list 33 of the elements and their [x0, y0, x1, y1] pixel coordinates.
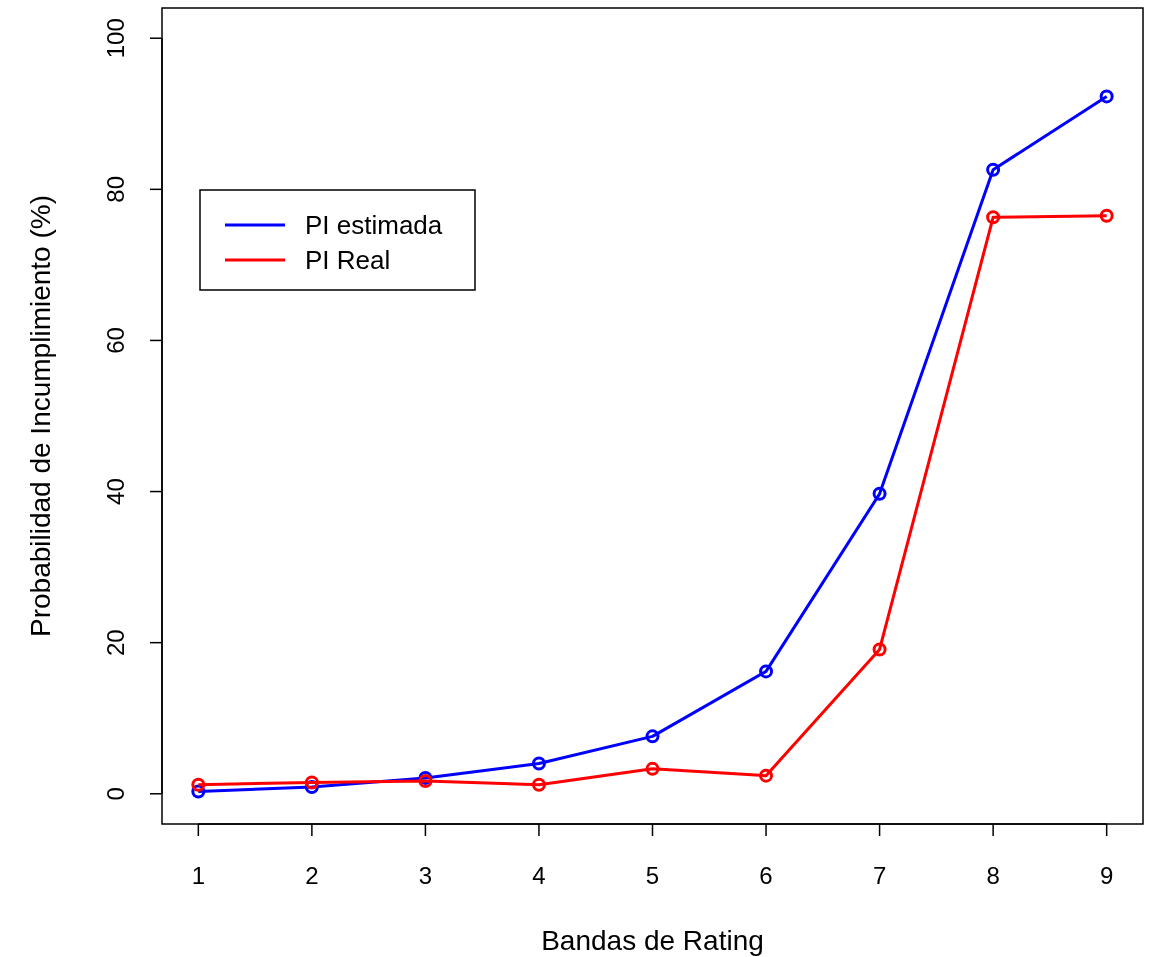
x-tick-label: 2 [305, 862, 319, 889]
y-tick-label: 80 [102, 175, 129, 203]
point [872, 486, 887, 501]
point [1099, 89, 1114, 104]
point [191, 777, 206, 792]
y-tick-label: 100 [102, 18, 129, 59]
x-tick-label: 4 [532, 862, 546, 889]
x-axis-title: Bandas de Rating [541, 925, 764, 956]
x-tick-label: 3 [418, 862, 433, 889]
point [645, 729, 660, 744]
point [531, 777, 546, 792]
x-tick-label: 5 [645, 862, 660, 889]
x-tick-label: 7 [872, 862, 887, 889]
legend-label: PI Real [305, 245, 391, 275]
point [304, 775, 319, 790]
point [986, 162, 1001, 177]
point [1099, 208, 1114, 223]
point [986, 210, 1001, 225]
y-tick-label: 0 [102, 787, 129, 801]
legend-label: PI estimada [305, 210, 443, 240]
x-tick-label: 1 [191, 862, 206, 889]
point [759, 768, 774, 783]
point [645, 761, 660, 776]
y-axis-title: Probabilidad de Incumplimiento (%) [25, 195, 56, 637]
y-tick-label: 40 [102, 478, 129, 505]
y-tick-label: 60 [102, 327, 129, 354]
x-tick-label: 8 [986, 862, 1000, 889]
x-tick-label: 9 [1099, 862, 1114, 889]
y-tick-label: 20 [102, 629, 129, 657]
point [759, 664, 774, 679]
point [872, 642, 887, 657]
point [531, 756, 546, 771]
x-tick-label: 6 [759, 862, 773, 889]
